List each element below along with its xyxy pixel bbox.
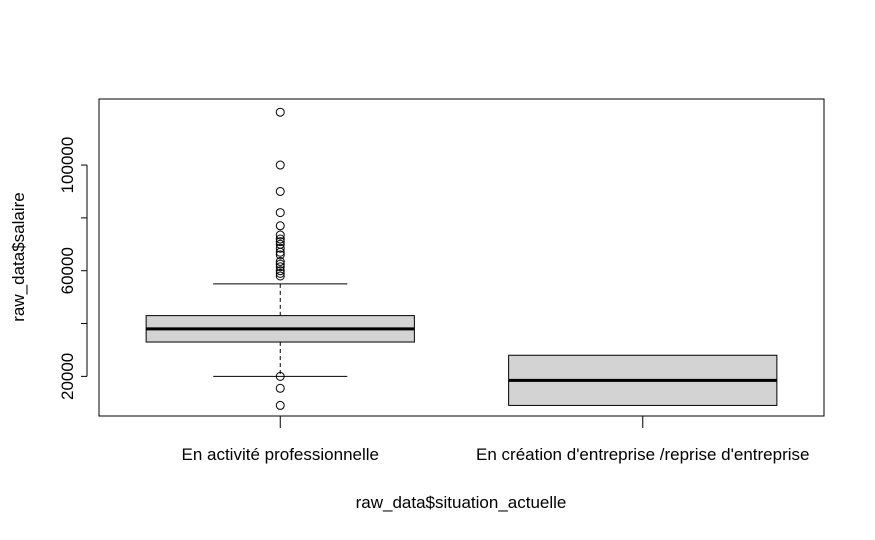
outlier-point xyxy=(275,243,285,253)
y-tick-label: 100000 xyxy=(58,137,77,194)
outlier-point xyxy=(275,262,285,272)
boxes-layer xyxy=(145,107,778,410)
outlier-point xyxy=(275,186,285,196)
x-tick-label: En création d'entreprise /reprise d'entr… xyxy=(476,445,809,464)
plot-frame xyxy=(98,98,825,417)
outlier-point xyxy=(275,250,285,260)
outlier-point xyxy=(275,259,285,269)
outlier-point xyxy=(275,107,285,117)
outlier-point xyxy=(275,234,285,244)
outlier-point xyxy=(275,400,285,410)
y-axis-label: raw_data$salaire xyxy=(9,192,28,321)
outlier-point xyxy=(275,160,285,170)
outlier-point xyxy=(275,383,285,393)
outlier-point xyxy=(275,268,285,278)
box-group xyxy=(508,354,778,406)
x-tick-label: En activité professionnelle xyxy=(181,445,379,464)
x-axis: En activité professionnelle En création d… xyxy=(181,416,809,464)
outlier-point xyxy=(275,221,285,231)
outlier-point xyxy=(275,239,285,249)
outlier-point xyxy=(275,237,285,247)
outlier-point xyxy=(275,371,285,381)
x-axis-label: raw_data$situation_actuelle xyxy=(356,493,567,512)
y-tick-label: 20000 xyxy=(58,353,77,400)
outlier-point xyxy=(275,208,285,218)
outlier-point xyxy=(275,271,285,281)
box-group xyxy=(145,107,415,410)
outlier-point xyxy=(275,230,285,240)
y-tick-label: 60000 xyxy=(58,247,77,294)
outlier-point xyxy=(275,256,285,266)
y-axis: 20000 60000 100000 xyxy=(58,137,88,400)
outlier-point xyxy=(275,266,285,276)
